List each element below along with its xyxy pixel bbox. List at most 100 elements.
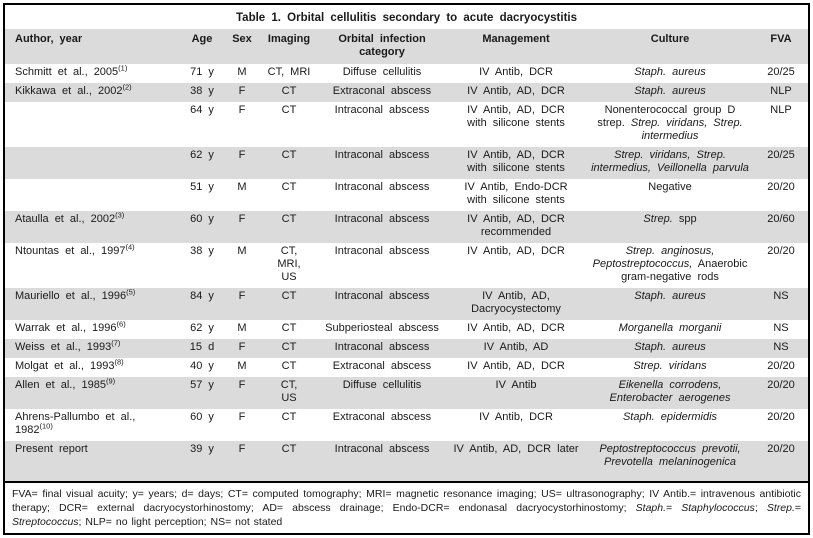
cell-management: IV Antib, AD, DCR	[467, 245, 565, 257]
cell-author: Molgat et al., 1993(8)	[15, 357, 124, 372]
cell-age: 40 y	[190, 360, 214, 372]
cell-management: IV Antib, DCR	[479, 411, 553, 423]
column-header-age: Age	[191, 33, 213, 45]
cell-imaging: CT	[281, 181, 297, 193]
cell-management: IV Antib, AD, DCR	[467, 322, 565, 334]
cell-culture: Staph. aureus	[634, 66, 706, 78]
cell-culture: Eikenella corrodens, Enterobacter aeroge…	[586, 377, 754, 409]
cell-imaging: CT	[281, 104, 297, 116]
cell-sex: M	[237, 181, 247, 193]
reference-superscript: (3)	[115, 210, 125, 220]
cell-imaging: CT	[281, 360, 297, 372]
cell-imaging: CT	[260, 339, 318, 358]
cell-culture: Staph. aureus	[586, 288, 754, 320]
cell-sex: F	[224, 147, 260, 179]
cell-age: 64 y	[190, 104, 214, 116]
table-row: Schmitt et al., 2005(1) 71 y M CT, MRI Diffu…	[5, 64, 808, 83]
reference-superscript: (10)	[39, 421, 53, 431]
cell-category: Intraconal abscess	[318, 211, 446, 243]
table-row: Present report 39 y F CT Intraconal abscess I…	[5, 441, 808, 481]
cell-management: IV Antib, Endo-DCR with silicone stents	[464, 181, 568, 206]
cell-author: Warrak et al., 1996(6)	[15, 319, 126, 334]
cell-fva: 20/20	[754, 441, 808, 481]
data-table: Author, year Age Sex Imaging Orbital infecti…	[5, 29, 808, 481]
table-row: Ahrens-Pallumbo et al., 1982(10) 60 y F CT E…	[5, 409, 808, 441]
cell-management: IV Antib, DCR	[479, 66, 553, 78]
column-header-management: Management	[482, 33, 550, 45]
table-body: Schmitt et al., 2005(1) 71 y M CT, MRI Diffu…	[5, 64, 808, 481]
cell-author: Allen et al., 1985(9)	[5, 377, 180, 409]
cell-imaging: CT, MRI	[267, 66, 311, 78]
cell-fva: NS	[773, 322, 789, 334]
table-row: Ataulla et al., 2002(3) 60 y F CT Intraconal…	[5, 211, 808, 243]
cell-age: 62 y	[190, 322, 214, 334]
cell-age: 15 d	[180, 339, 224, 358]
cell-author	[5, 179, 180, 211]
reference-superscript: (2)	[122, 82, 132, 92]
cell-fva: 20/20	[767, 360, 795, 372]
cell-culture: Morganella morganii	[618, 322, 722, 334]
table-row: Kikkawa et al., 2002(2) 38 y F CT Extraconal…	[5, 83, 808, 102]
table-row: Mauriello et al., 1996(5) 84 y F CT Intracon…	[5, 288, 808, 320]
cell-age: 60 y	[190, 411, 214, 423]
cell-culture: Strep. viridans	[633, 360, 707, 372]
column-header-fva: FVA	[770, 33, 792, 45]
cell-management: IV Antib, AD, DCR recommended	[446, 211, 586, 243]
cell-sex: F	[224, 377, 260, 409]
cell-author: Weiss et al., 1993(7)	[5, 339, 180, 358]
column-header-author: Author, year	[15, 33, 83, 45]
cell-fva: NS	[754, 288, 808, 320]
cell-culture: Strep. spp	[586, 211, 754, 243]
reference-superscript: (1)	[118, 63, 128, 73]
table-frame: Table 1. Orbital cellulitis secondary to…	[3, 3, 810, 535]
cell-fva: 20/20	[754, 377, 808, 409]
column-header-culture: Culture	[650, 33, 690, 45]
cell-culture: Negative	[648, 181, 692, 193]
cell-management: IV Antib, AD	[446, 339, 586, 358]
cell-management: IV Antib, AD, DCR with silicone stents	[467, 104, 565, 129]
cell-age: 62 y	[180, 147, 224, 179]
header-row: Author, year Age Sex Imaging Orbital infecti…	[5, 29, 808, 64]
cell-fva: 20/20	[767, 411, 795, 423]
cell-sex: F	[224, 441, 260, 481]
cell-fva: NS	[754, 339, 808, 358]
table-wrap: Author, year Age Sex Imaging Orbital infecti…	[5, 29, 808, 481]
cell-age: 57 y	[180, 377, 224, 409]
cell-category: Subperiosteal abscess	[325, 322, 439, 334]
cell-fva: 20/60	[754, 211, 808, 243]
cell-age: 39 y	[180, 441, 224, 481]
cell-culture: Staph. epidermidis	[622, 411, 718, 423]
cell-culture: Nonenterococcal group D strep. Strep. vi…	[597, 104, 743, 142]
cell-imaging: CT	[260, 147, 318, 179]
column-header-sex: Sex	[232, 33, 252, 45]
cell-age: 51 y	[190, 181, 214, 193]
cell-sex: F	[224, 211, 260, 243]
cell-sex: M	[237, 66, 247, 78]
reference-superscript: (6)	[116, 319, 126, 329]
cell-category: Intraconal abscess	[318, 339, 446, 358]
cell-culture: Staph. aureus	[586, 339, 754, 358]
cell-fva: 20/25	[754, 147, 808, 179]
cell-author: Ntountas et al., 1997(4)	[15, 242, 135, 257]
cell-category: Diffuse cellulitis	[342, 66, 422, 78]
cell-imaging: CT, US	[260, 377, 318, 409]
cell-management: IV Antib, AD, DCR	[446, 83, 586, 102]
cell-fva: NLP	[770, 104, 792, 116]
cell-category: Intraconal abscess	[334, 245, 430, 257]
cell-sex: F	[224, 339, 260, 358]
column-header-category: Orbital infection category	[338, 33, 426, 58]
cell-fva: NLP	[754, 83, 808, 102]
table-title: Table 1. Orbital cellulitis secondary to…	[236, 12, 577, 24]
cell-author: Mauriello et al., 1996(5)	[5, 288, 180, 320]
cell-author	[5, 147, 180, 179]
cell-age: 38 y	[190, 245, 214, 257]
cell-category: Intraconal abscess	[318, 147, 446, 179]
table-header: Author, year Age Sex Imaging Orbital infecti…	[5, 29, 808, 64]
cell-age: 60 y	[180, 211, 224, 243]
cell-sex: F	[224, 288, 260, 320]
cell-fva: 20/20	[767, 181, 795, 193]
cell-culture: Peptostreptococcus prevotii, Prevotella …	[586, 441, 754, 481]
cell-sex: F	[238, 104, 246, 116]
cell-fva: 20/20	[767, 245, 795, 257]
